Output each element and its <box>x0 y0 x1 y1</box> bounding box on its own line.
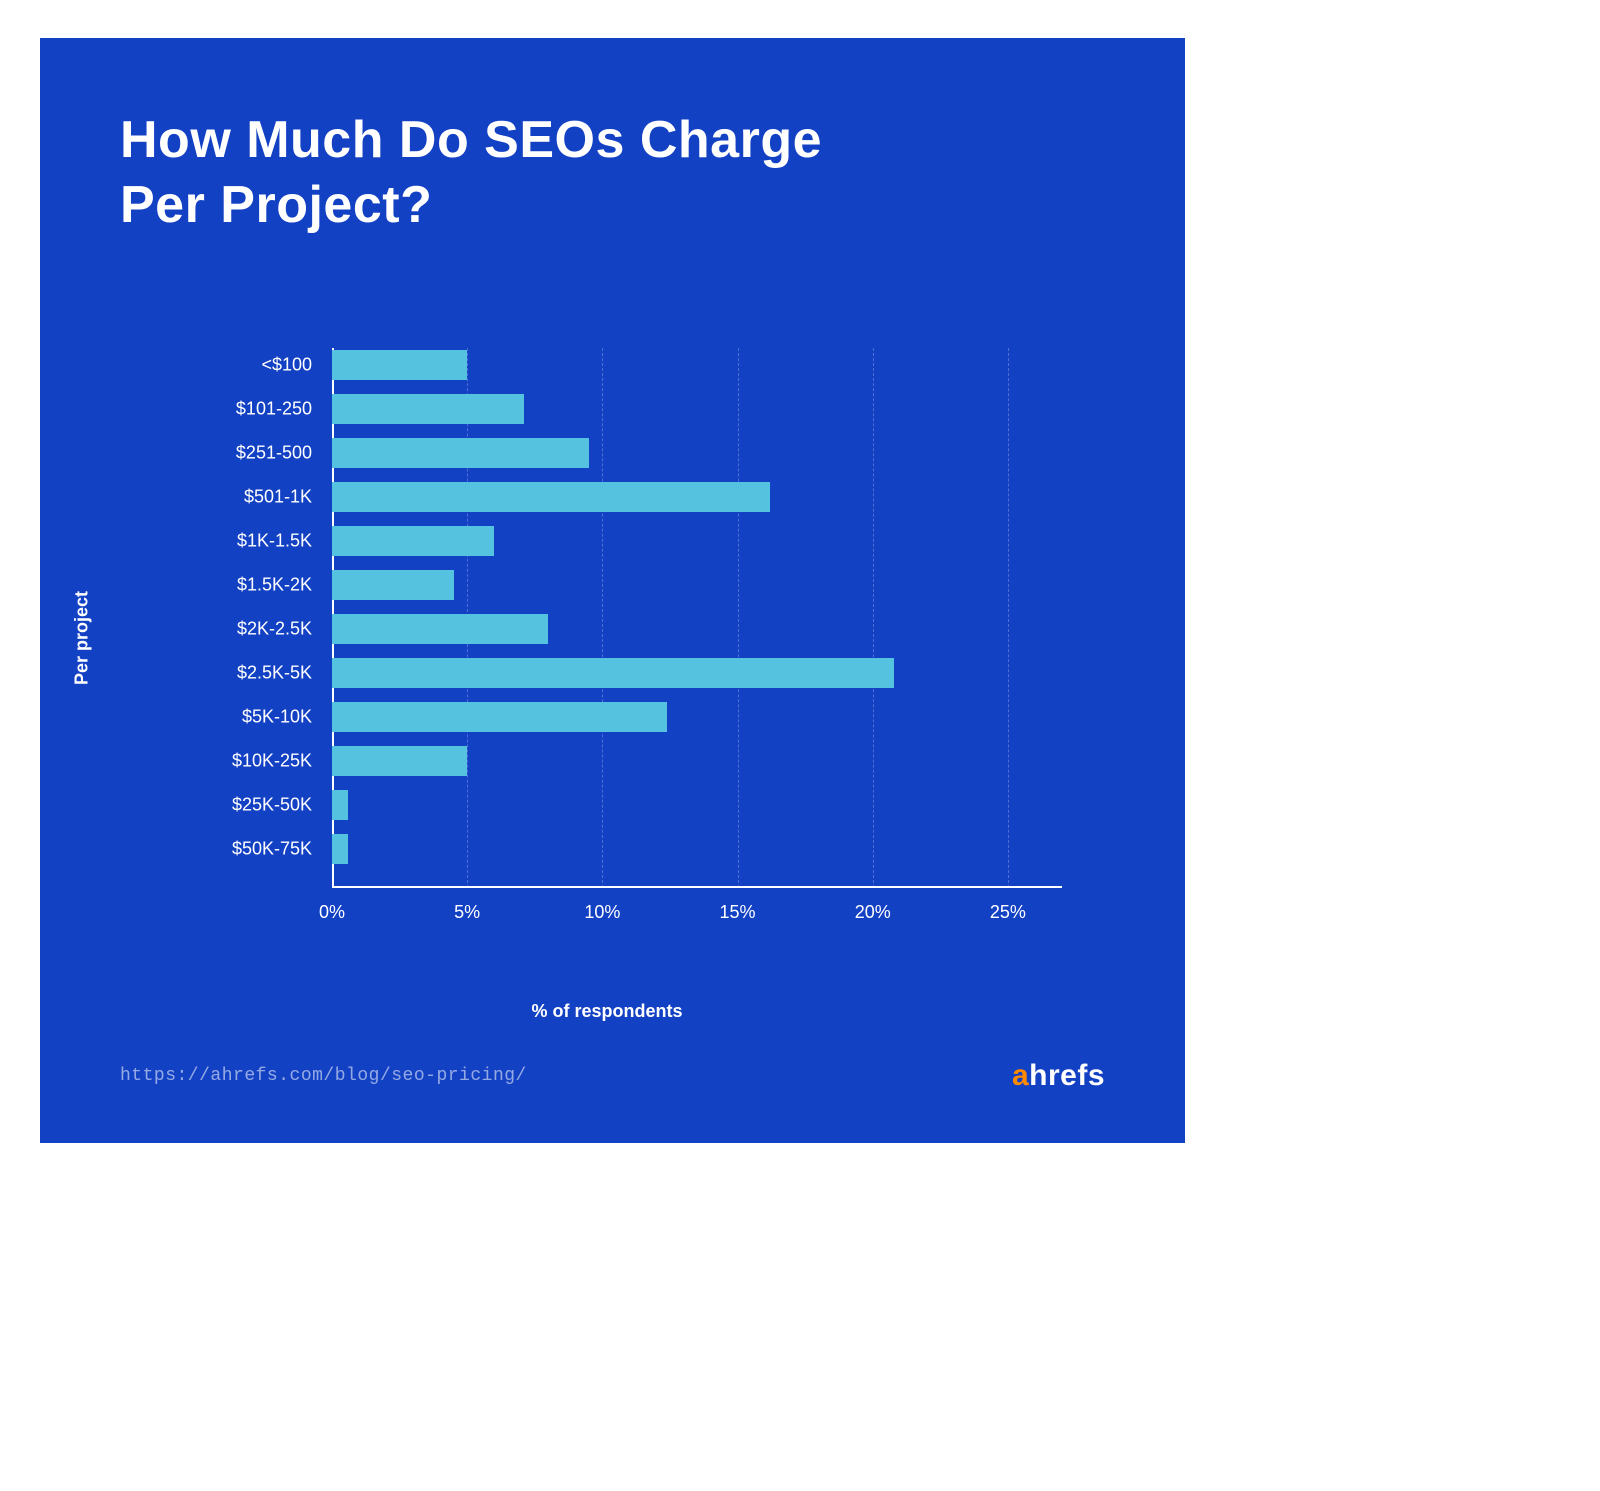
y-axis-label: Per project <box>72 591 93 685</box>
category-label: $5K-10K <box>242 707 332 728</box>
category-label: $25K-50K <box>232 795 332 816</box>
bar-row: $1.5K-2K <box>332 570 1062 600</box>
bar-row: $2K-2.5K <box>332 614 1062 644</box>
chart-title: How Much Do SEOs ChargePer Project? <box>120 108 822 238</box>
plot-area: 0%5%10%15%20%25%<$100$101-250$251-500$50… <box>332 348 1062 888</box>
x-tick-label: 10% <box>584 888 620 923</box>
brand-text: hrefs <box>1029 1059 1105 1092</box>
brand-accent: a <box>1012 1059 1029 1092</box>
bar <box>332 438 589 468</box>
bar <box>332 658 894 688</box>
bar <box>332 790 348 820</box>
category-label: $50K-75K <box>232 839 332 860</box>
canvas: How Much Do SEOs ChargePer Project? Per … <box>0 0 1600 1491</box>
x-tick-label: 0% <box>319 888 345 923</box>
category-label: $251-500 <box>236 443 332 464</box>
bar <box>332 394 524 424</box>
bar <box>332 614 548 644</box>
infographic-panel: How Much Do SEOs ChargePer Project? Per … <box>40 38 1185 1143</box>
x-tick-label: 25% <box>990 888 1026 923</box>
x-axis-label: % of respondents <box>142 1001 1072 1022</box>
bar-row: $1K-1.5K <box>332 526 1062 556</box>
category-label: <$100 <box>261 355 332 376</box>
bar <box>332 702 667 732</box>
category-label: $501-1K <box>244 487 332 508</box>
category-label: $101-250 <box>236 399 332 420</box>
x-tick-label: 15% <box>720 888 756 923</box>
footer: https://ahrefs.com/blog/seo-pricing/ ahr… <box>120 1059 1105 1093</box>
bar-row: $501-1K <box>332 482 1062 512</box>
source-url: https://ahrefs.com/blog/seo-pricing/ <box>120 1066 527 1086</box>
bar-row: <$100 <box>332 350 1062 380</box>
x-tick-label: 20% <box>855 888 891 923</box>
category-label: $2.5K-5K <box>237 663 332 684</box>
bar-row: $25K-50K <box>332 790 1062 820</box>
brand-logo: ahrefs <box>1012 1059 1105 1093</box>
bar-row: $5K-10K <box>332 702 1062 732</box>
category-label: $1K-1.5K <box>237 531 332 552</box>
category-label: $2K-2.5K <box>237 619 332 640</box>
bar <box>332 482 770 512</box>
bar-row: $2.5K-5K <box>332 658 1062 688</box>
bar <box>332 834 348 864</box>
bar-row: $10K-25K <box>332 746 1062 776</box>
bar <box>332 526 494 556</box>
x-tick-label: 5% <box>454 888 480 923</box>
bar-row: $101-250 <box>332 394 1062 424</box>
category-label: $10K-25K <box>232 751 332 772</box>
bar <box>332 746 467 776</box>
category-label: $1.5K-2K <box>237 575 332 596</box>
bar <box>332 350 467 380</box>
bar <box>332 570 454 600</box>
chart-area: Per project 0%5%10%15%20%25%<$100$101-25… <box>142 338 1072 938</box>
bar-row: $50K-75K <box>332 834 1062 864</box>
x-axis-line <box>332 886 1062 888</box>
bar-row: $251-500 <box>332 438 1062 468</box>
